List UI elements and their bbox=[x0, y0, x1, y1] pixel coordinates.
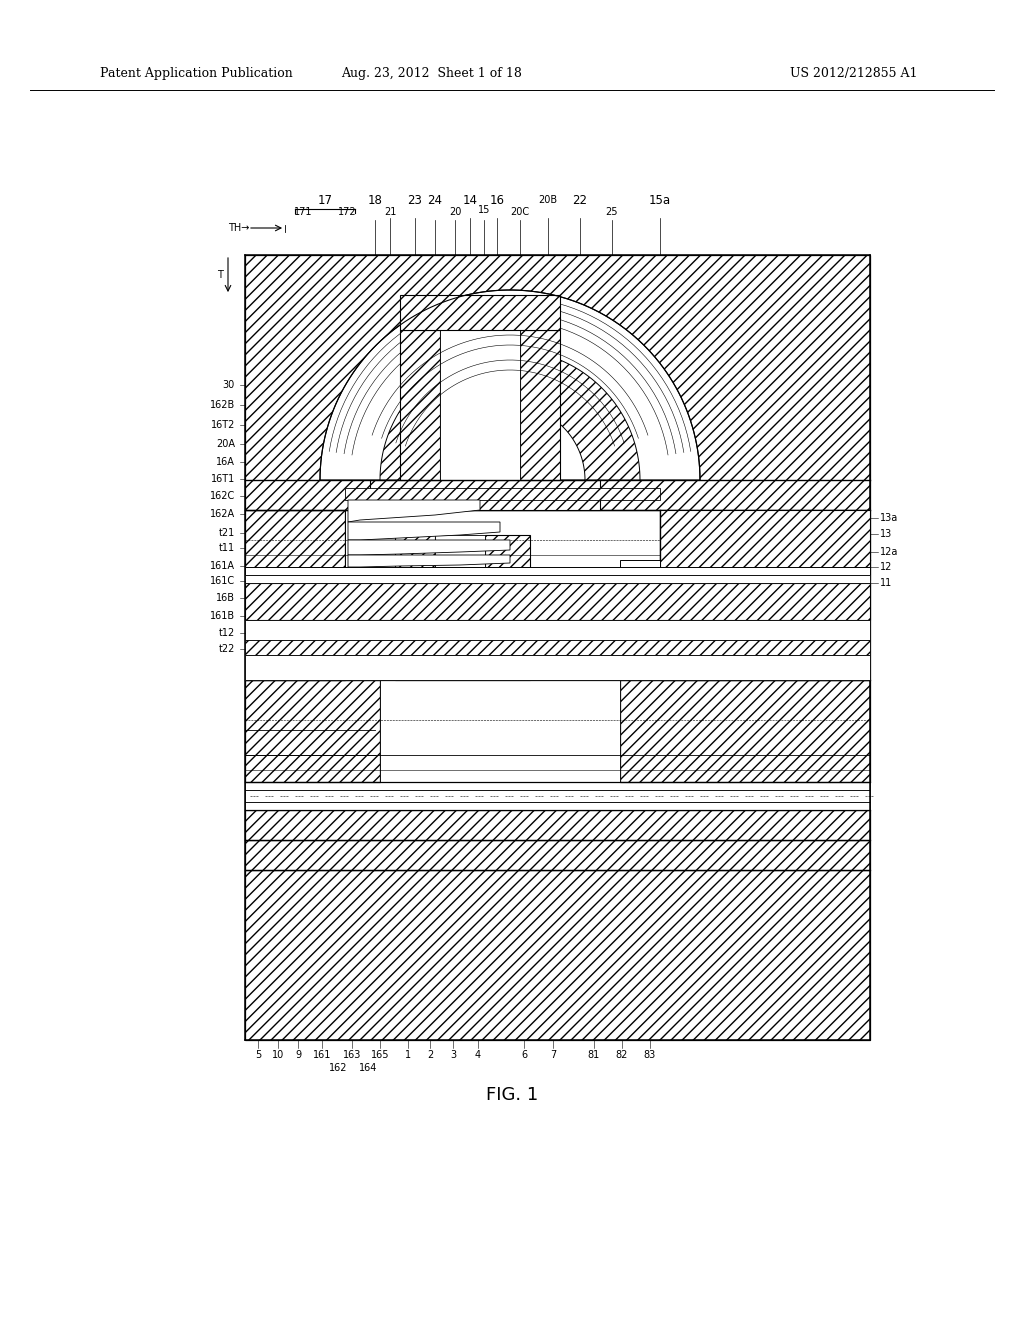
Polygon shape bbox=[370, 480, 600, 510]
Text: 171: 171 bbox=[294, 207, 312, 216]
Polygon shape bbox=[245, 789, 870, 803]
Polygon shape bbox=[348, 500, 480, 521]
Text: 161A: 161A bbox=[210, 561, 234, 572]
Polygon shape bbox=[395, 535, 435, 660]
Text: 21: 21 bbox=[384, 207, 396, 216]
Text: 1: 1 bbox=[404, 1049, 411, 1060]
Text: FIG. 1: FIG. 1 bbox=[485, 1086, 539, 1104]
Text: 7: 7 bbox=[550, 1049, 556, 1060]
Text: 13a: 13a bbox=[880, 513, 898, 523]
Text: 12: 12 bbox=[880, 562, 892, 572]
Text: 12a: 12a bbox=[880, 546, 898, 557]
Text: 82: 82 bbox=[615, 1049, 628, 1060]
Text: 161C: 161C bbox=[210, 576, 234, 586]
Text: 13: 13 bbox=[880, 529, 892, 539]
Polygon shape bbox=[245, 640, 870, 655]
Polygon shape bbox=[319, 290, 700, 480]
Polygon shape bbox=[245, 680, 380, 781]
Text: 5: 5 bbox=[255, 1049, 261, 1060]
Polygon shape bbox=[245, 655, 870, 680]
Polygon shape bbox=[380, 680, 620, 781]
Text: 14: 14 bbox=[463, 194, 477, 206]
Text: 17: 17 bbox=[317, 194, 333, 206]
Text: 16T1: 16T1 bbox=[211, 474, 234, 484]
Text: 18: 18 bbox=[368, 194, 382, 206]
Polygon shape bbox=[520, 330, 560, 480]
Text: 22: 22 bbox=[572, 194, 588, 206]
Polygon shape bbox=[345, 488, 660, 500]
Polygon shape bbox=[435, 535, 485, 660]
Polygon shape bbox=[660, 510, 870, 680]
Polygon shape bbox=[440, 330, 520, 480]
Polygon shape bbox=[245, 840, 870, 870]
Text: 15a: 15a bbox=[649, 194, 671, 206]
Text: Patent Application Publication: Patent Application Publication bbox=[100, 66, 293, 79]
Polygon shape bbox=[245, 583, 870, 620]
Text: 10: 10 bbox=[272, 1049, 284, 1060]
Text: 81: 81 bbox=[588, 1049, 600, 1060]
Polygon shape bbox=[348, 540, 510, 554]
Text: t22: t22 bbox=[219, 644, 234, 653]
Text: 16: 16 bbox=[489, 194, 505, 206]
Polygon shape bbox=[245, 255, 870, 510]
Text: 3: 3 bbox=[450, 1049, 456, 1060]
Polygon shape bbox=[245, 620, 870, 640]
Polygon shape bbox=[485, 535, 530, 660]
Polygon shape bbox=[400, 330, 440, 480]
Polygon shape bbox=[348, 521, 500, 540]
Text: 11: 11 bbox=[880, 578, 892, 587]
Text: 164: 164 bbox=[358, 1063, 377, 1073]
Text: 25: 25 bbox=[606, 207, 618, 216]
Text: T: T bbox=[217, 271, 223, 280]
Text: 20A: 20A bbox=[216, 440, 234, 449]
Polygon shape bbox=[345, 510, 660, 680]
Text: 162B: 162B bbox=[210, 400, 234, 411]
Text: 20: 20 bbox=[449, 207, 461, 216]
Text: 16T2: 16T2 bbox=[211, 420, 234, 430]
Text: 23: 23 bbox=[408, 194, 423, 206]
Polygon shape bbox=[245, 810, 870, 840]
Text: 163: 163 bbox=[343, 1049, 361, 1060]
Polygon shape bbox=[660, 510, 870, 579]
Text: 30: 30 bbox=[223, 380, 234, 389]
Text: 9: 9 bbox=[295, 1049, 301, 1060]
Text: 162C: 162C bbox=[210, 491, 234, 502]
Text: t12: t12 bbox=[219, 628, 234, 638]
Text: t21: t21 bbox=[219, 528, 234, 539]
Text: 20B: 20B bbox=[539, 195, 557, 205]
Text: 15: 15 bbox=[478, 205, 490, 215]
Text: 4: 4 bbox=[475, 1049, 481, 1060]
Text: 161B: 161B bbox=[210, 611, 234, 620]
Polygon shape bbox=[245, 781, 870, 789]
Text: 20C: 20C bbox=[510, 207, 529, 216]
Text: 162: 162 bbox=[329, 1063, 347, 1073]
Polygon shape bbox=[620, 560, 660, 579]
Text: 2: 2 bbox=[427, 1049, 433, 1060]
Polygon shape bbox=[245, 870, 870, 1040]
Polygon shape bbox=[380, 350, 640, 480]
Text: 16A: 16A bbox=[216, 457, 234, 467]
Text: 172: 172 bbox=[338, 207, 356, 216]
Text: Aug. 23, 2012  Sheet 1 of 18: Aug. 23, 2012 Sheet 1 of 18 bbox=[342, 66, 522, 79]
Text: 161: 161 bbox=[312, 1049, 331, 1060]
Text: US 2012/212855 A1: US 2012/212855 A1 bbox=[790, 66, 918, 79]
Text: 6: 6 bbox=[521, 1049, 527, 1060]
Text: 16B: 16B bbox=[216, 593, 234, 603]
Polygon shape bbox=[400, 294, 560, 330]
Text: 165: 165 bbox=[371, 1049, 389, 1060]
Polygon shape bbox=[245, 568, 870, 576]
Text: 162A: 162A bbox=[210, 510, 234, 519]
Polygon shape bbox=[620, 680, 870, 781]
Polygon shape bbox=[348, 554, 510, 568]
Polygon shape bbox=[395, 655, 530, 680]
Text: 24: 24 bbox=[427, 194, 442, 206]
Text: TH→: TH→ bbox=[228, 223, 250, 234]
Polygon shape bbox=[245, 803, 870, 810]
Text: 83: 83 bbox=[644, 1049, 656, 1060]
Polygon shape bbox=[245, 576, 870, 583]
Polygon shape bbox=[245, 510, 345, 680]
Text: t11: t11 bbox=[219, 543, 234, 553]
